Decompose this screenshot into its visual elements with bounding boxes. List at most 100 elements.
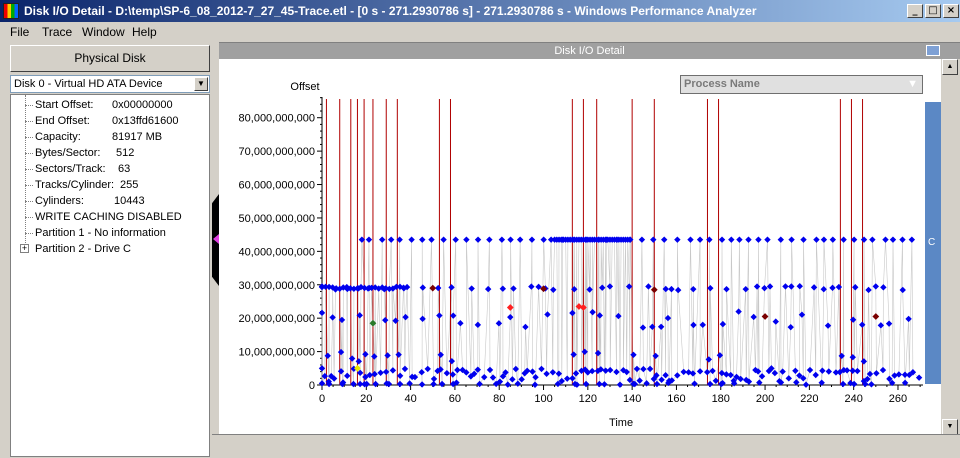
io-point <box>852 284 859 291</box>
io-point <box>750 313 757 321</box>
io-point <box>872 313 880 320</box>
maximize-button[interactable]: □ <box>925 4 941 18</box>
io-point <box>382 368 390 376</box>
io-point <box>755 236 762 243</box>
process-color-strip[interactable]: C <box>925 102 941 384</box>
scroll-down-icon[interactable]: ▼ <box>942 419 958 435</box>
io-point <box>820 236 828 243</box>
collapse-arrow-icon[interactable] <box>213 234 219 244</box>
io-point <box>745 378 753 385</box>
io-point <box>838 352 845 360</box>
io-point <box>736 236 743 243</box>
io-point <box>448 357 456 365</box>
io-point <box>523 367 531 375</box>
y-tick-label: 20,000,000,000 <box>239 313 315 325</box>
minimize-button[interactable]: _ <box>907 4 923 18</box>
scroll-up-icon[interactable]: ▲ <box>942 59 958 75</box>
physical-disk-button[interactable]: Physical Disk <box>10 45 210 72</box>
io-point <box>512 365 520 373</box>
io-point <box>860 236 868 243</box>
io-point <box>544 311 551 318</box>
io-point <box>850 236 858 243</box>
io-point <box>868 381 875 388</box>
panel-splitter[interactable] <box>212 42 219 434</box>
io-point <box>362 373 369 381</box>
io-point <box>348 355 356 362</box>
io-point <box>888 379 896 387</box>
prop-value: 81917 MB <box>112 131 163 143</box>
io-point <box>626 376 634 384</box>
io-point <box>514 380 522 387</box>
io-point <box>377 369 384 376</box>
disk-select[interactable]: Disk 0 - Virtual HD ATA Device ▼ <box>10 75 210 93</box>
io-point <box>452 236 459 243</box>
io-point <box>344 372 351 380</box>
io-point <box>580 304 587 311</box>
io-point <box>362 351 369 358</box>
io-point <box>424 365 431 373</box>
vertical-scrollbar[interactable]: ▲ ▼ <box>941 59 960 435</box>
io-point <box>486 236 493 243</box>
panel-options-icon[interactable] <box>926 45 940 56</box>
io-point <box>436 312 443 319</box>
wpa-app-icon[interactable] <box>3 3 19 19</box>
prop-label: Partition 1 - No information <box>35 227 166 239</box>
io-point <box>438 380 446 388</box>
prop-label: Start Offset: <box>35 99 94 111</box>
window-title: Disk I/O Detail - D:\temp\SP-6_08_2012-7… <box>24 4 757 18</box>
x-tick-label: 140 <box>623 393 641 405</box>
chevron-down-icon[interactable]: ▼ <box>194 77 208 91</box>
io-point <box>528 236 536 243</box>
process-name-dropdown[interactable]: Process Name ▼ <box>680 75 923 94</box>
prop-value: 255 <box>120 179 139 191</box>
io-point <box>549 369 557 376</box>
io-point <box>840 366 848 374</box>
io-point <box>650 236 657 243</box>
close-button[interactable]: × <box>943 4 959 18</box>
io-point <box>448 284 455 291</box>
io-point <box>840 236 847 243</box>
offset-time-scatter-chart[interactable]: Offset Time 0 10,000,000,000 20,000,000,000 3… <box>219 43 960 435</box>
io-point <box>658 376 665 383</box>
disk-properties-tree[interactable]: Start Offset: 0x00000000 End Offset: 0x13f… <box>10 94 210 457</box>
prop-value: 512 <box>116 147 135 159</box>
menu-trace[interactable]: Trace <box>42 25 73 39</box>
io-point <box>865 286 872 294</box>
io-point <box>650 286 658 294</box>
expand-plus-icon[interactable]: + <box>20 243 29 253</box>
io-point <box>499 373 507 380</box>
io-point <box>369 319 377 327</box>
y-tick-label: 60,000,000,000 <box>239 180 315 192</box>
io-point <box>516 236 524 243</box>
prop-label: Capacity: <box>35 131 81 143</box>
io-point <box>337 368 345 375</box>
io-point <box>690 321 697 329</box>
io-point <box>674 286 682 294</box>
io-point <box>419 284 427 291</box>
io-point <box>522 323 529 331</box>
io-point <box>728 236 735 243</box>
io-point <box>779 368 786 375</box>
io-point <box>835 283 843 291</box>
io-point <box>507 236 514 243</box>
io-point <box>408 236 415 243</box>
io-point <box>886 375 893 383</box>
io-point <box>674 236 681 243</box>
io-point <box>615 312 622 320</box>
io-point <box>411 373 419 381</box>
menu-help[interactable]: Help <box>132 25 157 39</box>
io-point <box>572 370 580 377</box>
io-point <box>800 236 807 243</box>
menu-file[interactable]: File <box>10 25 30 39</box>
io-point <box>806 366 814 374</box>
io-point <box>395 351 402 358</box>
io-point <box>657 323 665 330</box>
menu-window[interactable]: Window <box>82 25 125 39</box>
io-point <box>796 372 803 379</box>
prop-label: Tracks/Cylinder: <box>35 179 115 191</box>
io-point <box>365 236 373 243</box>
x-tick-label: 220 <box>800 393 818 405</box>
x-tick-label: 240 <box>844 393 862 405</box>
io-point <box>540 236 547 243</box>
io-point <box>696 368 704 375</box>
